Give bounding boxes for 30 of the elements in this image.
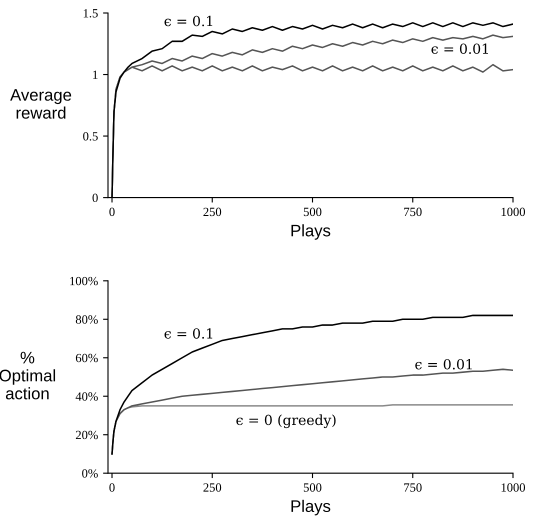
y-axis-title: % Optimal action: [0, 352, 56, 400]
y-tick-label: 0%: [82, 469, 98, 478]
y-tick-label: 0.5: [83, 132, 98, 141]
y-tick-label: 40%: [76, 392, 98, 401]
y-tick-label: 100%: [70, 276, 98, 286]
y-tick-label: 20%: [76, 430, 98, 440]
y-tick-label: 1: [93, 70, 98, 79]
line-series: [111, 314, 513, 455]
series-label: ϵ = 0.1: [164, 328, 212, 339]
x-tick-label: 500: [304, 483, 322, 492]
x-tick-label: 750: [404, 483, 422, 492]
series-label: ϵ = 0.01: [431, 43, 488, 54]
series-label: ϵ = 0.01: [415, 358, 472, 370]
x-tick-label: 250: [203, 208, 222, 216]
x-tick-label: 250: [203, 483, 222, 492]
x-tick-label: 500: [304, 208, 322, 216]
x-tick-label: 750: [404, 208, 422, 216]
x-tick-label: 1000: [502, 208, 526, 216]
y-tick-label: 60%: [76, 354, 98, 362]
x-axis-title: Plays: [291, 500, 330, 516]
x-axis-title: Plays: [291, 224, 330, 240]
y-tick-label: 0: [92, 194, 98, 202]
x-tick-label: 0: [109, 483, 115, 492]
y-tick-label: 80%: [76, 315, 98, 324]
y-axis-title: Average reward: [10, 89, 72, 119]
series-label: ϵ = 0 (greedy): [236, 414, 336, 428]
y-tick-label: 1.5: [84, 9, 98, 18]
x-tick-label: 0: [109, 208, 115, 216]
series-label: ϵ = 0.1: [164, 16, 212, 26]
x-tick-label: 1000: [502, 483, 526, 492]
